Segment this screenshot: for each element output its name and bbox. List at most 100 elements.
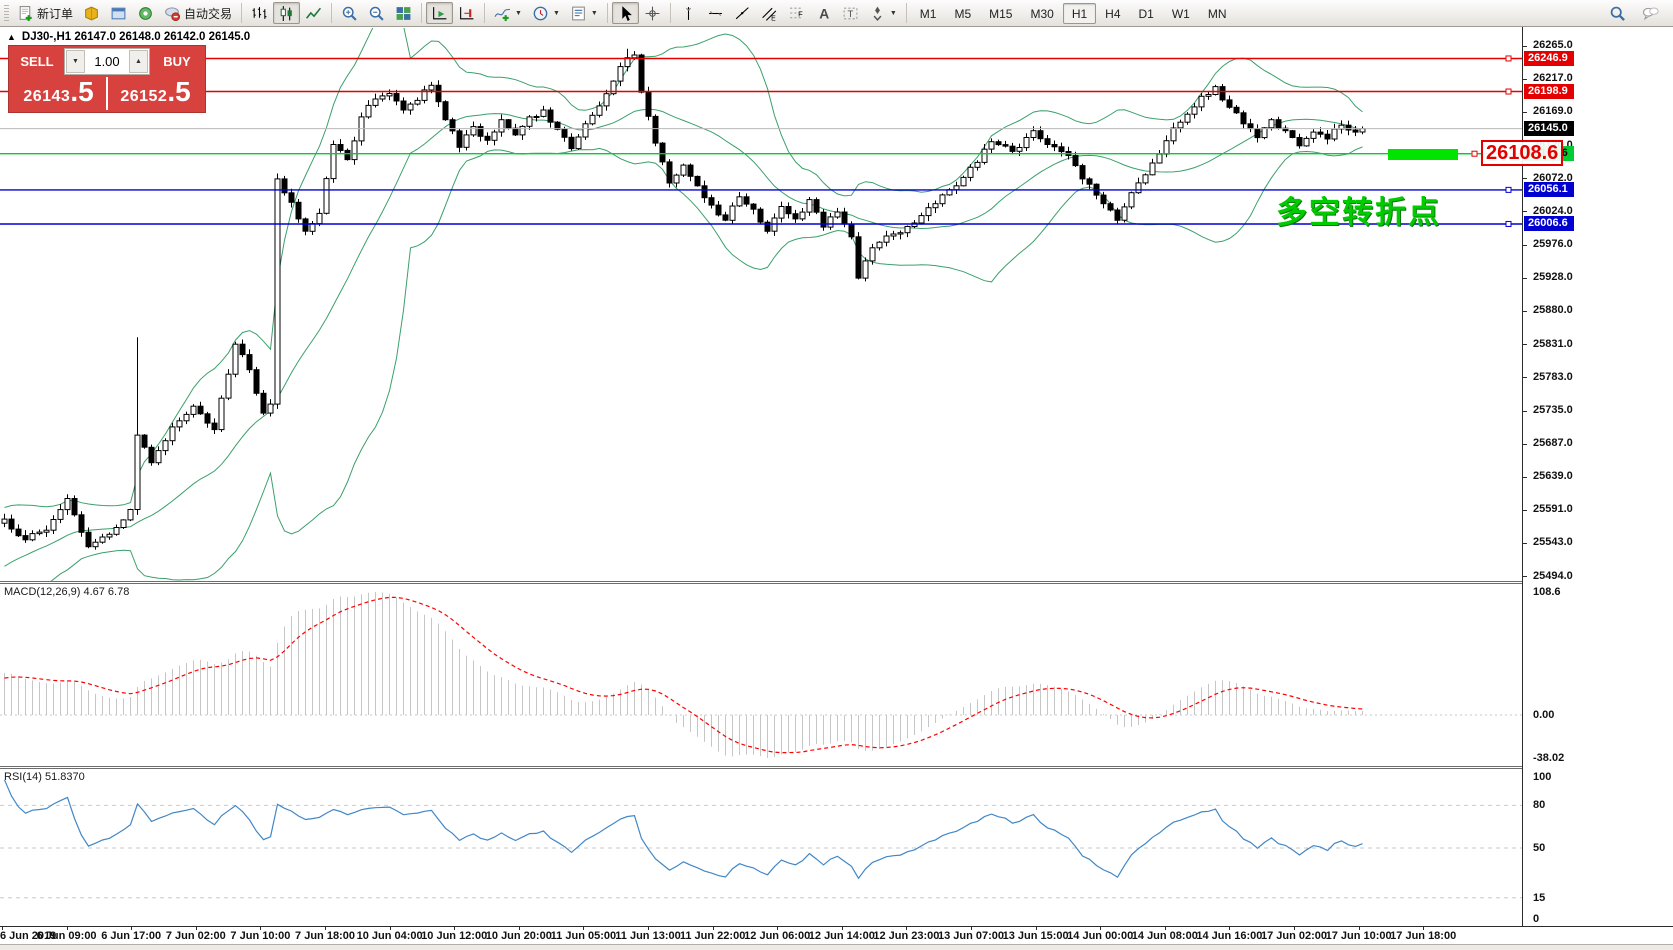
buy-button[interactable]: BUY xyxy=(163,54,191,69)
label-icon: T xyxy=(843,7,858,20)
volume-input[interactable] xyxy=(86,49,128,74)
timeframe-w1-button[interactable]: W1 xyxy=(1171,6,1190,21)
text-button[interactable]: A xyxy=(810,2,837,24)
price-tick-mark xyxy=(1523,377,1527,379)
text-label-button[interactable]: T xyxy=(837,2,864,24)
volume-decrease-button[interactable]: ▼ xyxy=(66,50,85,73)
time-axis-label: 11 Jun 22:00 xyxy=(679,930,746,942)
vertical-line-button[interactable] xyxy=(675,2,702,24)
zoom-in-button[interactable] xyxy=(336,2,363,24)
new-order-button[interactable]: 新订单 xyxy=(12,2,78,24)
sell-price[interactable]: 26143 .5 xyxy=(11,77,106,110)
timeframe-mn-button[interactable]: MN xyxy=(1207,6,1227,21)
price-tick-label: 26024.0 xyxy=(1533,204,1573,217)
toolbar-right xyxy=(1604,2,1670,24)
search-icon xyxy=(1610,6,1625,21)
signals-button[interactable] xyxy=(132,2,159,24)
buy-price[interactable]: 26152 .5 xyxy=(106,77,203,110)
price-tick-mark xyxy=(1523,178,1527,180)
toolbar-group xyxy=(336,2,417,24)
tile-windows-button[interactable] xyxy=(390,2,417,24)
dropdown-arrow-icon[interactable]: ▼ xyxy=(590,9,598,17)
profiles-button[interactable] xyxy=(105,2,132,24)
horizontal-line-button[interactable] xyxy=(702,2,729,24)
time-tick-mark xyxy=(389,927,391,930)
time-tick-mark xyxy=(325,927,326,930)
price-tick-label: 25976.0 xyxy=(1533,238,1573,251)
channel-icon: E xyxy=(762,7,777,22)
auto-trading-button[interactable]: 自动交易 xyxy=(159,2,237,24)
price-tick-label: 25783.0 xyxy=(1533,370,1573,383)
time-axis-label: 14 Jun 16:00 xyxy=(1196,930,1263,942)
market-watch-button[interactable] xyxy=(78,2,105,24)
price-tick-label: 26169.0 xyxy=(1533,105,1573,118)
toolbar-separator xyxy=(905,3,907,23)
timeframe-m30-button[interactable]: M30 xyxy=(1030,6,1054,21)
volume-increase-button[interactable]: ▲ xyxy=(129,50,148,73)
buy-price-main: 26152 xyxy=(120,88,168,105)
time-axis-label: 12 Jun 06:00 xyxy=(744,930,811,942)
clock-icon xyxy=(533,6,548,20)
crosshair-button[interactable] xyxy=(639,2,666,24)
chat-icon[interactable] xyxy=(1637,2,1664,24)
price-tick-mark xyxy=(1523,78,1527,80)
templates-button[interactable]: ▼ xyxy=(565,2,603,24)
bar-chart-button[interactable] xyxy=(246,2,273,24)
pane-separator[interactable] xyxy=(0,581,1673,584)
periods-button[interactable]: ▼ xyxy=(527,2,565,24)
fibo-icon: F xyxy=(789,7,803,18)
line-chart-button[interactable] xyxy=(300,2,327,24)
dropdown-arrow-icon[interactable]: ▼ xyxy=(889,9,897,17)
dropdown-arrow-icon[interactable]: ▼ xyxy=(552,9,560,17)
price-tag-26056.1: 26056.1 xyxy=(1524,182,1574,198)
collapse-triangle-icon[interactable]: ▲ xyxy=(7,32,16,42)
chart-shift-button[interactable] xyxy=(453,2,480,24)
timeframe-h1-button[interactable]: H1 xyxy=(1062,2,1097,24)
auto-scroll-button[interactable] xyxy=(426,2,454,24)
price-callout-tag[interactable]: 26108.6 xyxy=(1481,140,1564,166)
chart-annotation-text[interactable]: 多空转折点 xyxy=(1276,195,1441,230)
trendline-button[interactable] xyxy=(729,2,756,24)
time-axis-label: 10 Jun 12:00 xyxy=(421,930,488,942)
timeframe-m1-button[interactable]: M1 xyxy=(919,6,937,21)
timeframe-m15-button[interactable]: M15 xyxy=(989,6,1013,21)
arrows-button[interactable]: ▼ xyxy=(864,2,902,24)
candlestick-chart-button[interactable] xyxy=(273,2,301,24)
time-axis-label: 17 Jun 02:00 xyxy=(1260,930,1328,942)
price-tick-label: 25494.0 xyxy=(1533,569,1573,582)
chart-window[interactable]: ▲ DJ30-,H1 26147.0 26148.0 26142.0 26145… xyxy=(0,27,1673,950)
macd-pane[interactable]: MACD(12,26,9) 4.67 6.78 xyxy=(0,584,1522,766)
time-tick-mark xyxy=(841,927,843,930)
rsi-pane[interactable]: RSI(14) 51.8370 xyxy=(0,769,1522,926)
price-tick-mark xyxy=(1523,277,1527,279)
fibonacci-button[interactable]: F xyxy=(783,2,810,24)
toolbar-group: ▼ ▼ ▼ xyxy=(489,2,603,24)
time-tick-mark xyxy=(66,927,68,930)
equidistant-channel-button[interactable]: E xyxy=(756,2,783,24)
time-tick-mark xyxy=(2,927,3,930)
search-icon[interactable] xyxy=(1604,2,1631,24)
sell-button[interactable]: SELL xyxy=(20,54,54,69)
hline-icon xyxy=(708,10,722,16)
time-tick-mark xyxy=(131,927,133,930)
dropdown-arrow-icon[interactable]: ▼ xyxy=(515,9,522,17)
timeframe-m5-button[interactable]: M5 xyxy=(954,6,972,21)
price-tag-26198.9: 26198.9 xyxy=(1524,84,1574,100)
time-axis[interactable]: 6 Jun 2019 6 Jun 09:00 6 Jun 17:00 7 Jun 02… xyxy=(0,926,1673,944)
price-tick-mark xyxy=(1523,211,1527,213)
price-axis[interactable]: 26265.026217.026169.026120.026072.026024… xyxy=(1522,27,1673,926)
timeframe-h4-button[interactable]: H4 xyxy=(1105,6,1121,21)
cursor-button[interactable] xyxy=(611,2,639,24)
macd-axis-label: 0.00 xyxy=(1533,708,1555,721)
timeframe-d1-button[interactable]: D1 xyxy=(1138,6,1154,21)
toolbar-separator xyxy=(331,3,333,23)
svg-text:E: E xyxy=(771,15,776,22)
zoom-out-button[interactable] xyxy=(363,2,390,24)
sell-price-main: 26143 xyxy=(23,88,71,105)
time-axis-label: 11 Jun 05:00 xyxy=(550,930,617,942)
rsi-axis-label: 100 xyxy=(1533,771,1552,783)
indicators-button[interactable]: ▼ xyxy=(489,2,527,24)
toolbar-grip[interactable] xyxy=(4,5,9,21)
pane-separator[interactable] xyxy=(0,766,1673,769)
main-chart-canvas[interactable] xyxy=(0,28,1522,581)
